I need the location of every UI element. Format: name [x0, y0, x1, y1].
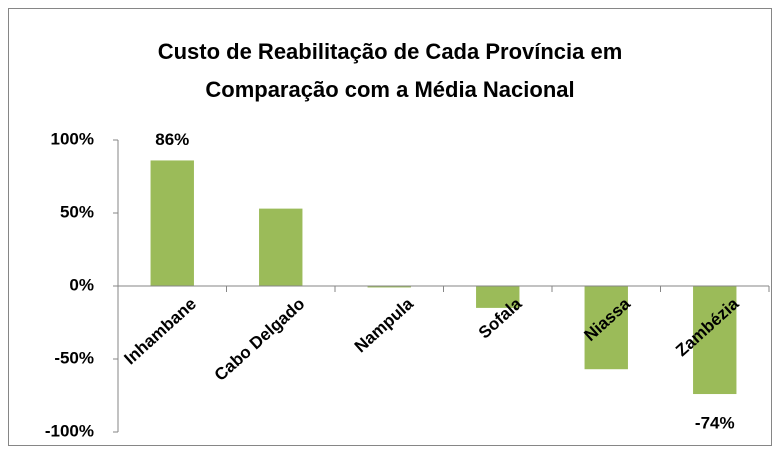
y-tick-label: 0% [69, 275, 94, 294]
bar [259, 208, 303, 286]
y-tick-label: -100% [45, 421, 94, 440]
bar [476, 286, 520, 308]
y-tick-label: -50% [54, 348, 94, 367]
bar [693, 286, 737, 395]
data-label: 86% [155, 130, 189, 149]
chart-title-line: Comparação com a Média Nacional [205, 77, 574, 102]
bar [584, 286, 628, 370]
y-tick-label: 100% [51, 129, 94, 148]
bar [150, 160, 194, 286]
y-tick-label: 50% [60, 202, 94, 221]
bar [367, 286, 411, 288]
chart-title-line: Custo de Reabilitação de Cada Província … [158, 39, 623, 64]
data-label: -74% [695, 414, 735, 433]
chart-border [8, 8, 772, 446]
